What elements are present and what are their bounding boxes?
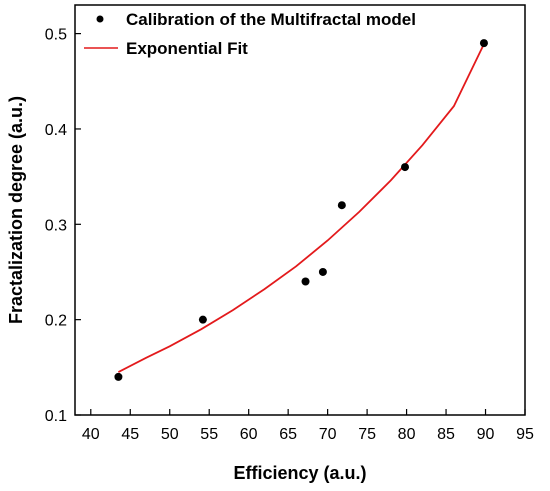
- exponential-fit-line: [117, 43, 485, 373]
- x-tick-label: 80: [398, 426, 416, 443]
- plot-frame: [74, 4, 526, 416]
- x-tick-label: 90: [477, 426, 495, 443]
- legend-label-scatter: Calibration of the Multifractal model: [126, 10, 416, 29]
- x-tick-label: 50: [161, 426, 179, 443]
- data-point: [318, 267, 327, 276]
- data-point: [479, 39, 488, 48]
- x-tick-label: 85: [437, 426, 455, 443]
- y-tick-label: 0.3: [45, 217, 67, 234]
- y-tick-label: 0.5: [45, 27, 67, 44]
- x-tick-label: 75: [358, 426, 376, 443]
- y-ticks: 0.1 0.2 0.3 0.4 0.5: [45, 27, 81, 425]
- data-point: [301, 277, 310, 286]
- legend: Calibration of the Multifractal model Ex…: [84, 10, 416, 58]
- x-tick-label: 45: [121, 426, 139, 443]
- x-tick-label: 40: [82, 426, 100, 443]
- data-point: [337, 201, 346, 210]
- points-layer: [114, 39, 488, 381]
- legend-label-fit: Exponential Fit: [126, 39, 248, 58]
- data-point: [114, 372, 123, 381]
- y-tick-label: 0.4: [45, 122, 67, 139]
- x-tick-label: 70: [319, 426, 337, 443]
- x-axis-title: Efficiency (a.u.): [233, 463, 366, 483]
- x-tick-label: 60: [240, 426, 258, 443]
- y-tick-label: 0.1: [45, 408, 67, 425]
- x-tick-label: 65: [279, 426, 297, 443]
- y-axis-title: Fractalization degree (a.u.): [6, 96, 26, 324]
- y-tick-label: 0.2: [45, 313, 67, 330]
- x-tick-label: 95: [516, 426, 534, 443]
- x-ticks: 40 45 50 55 60 65 70 75 80 85 90 95: [82, 409, 534, 443]
- fit-layer: [117, 43, 485, 373]
- x-tick-label: 55: [200, 426, 218, 443]
- data-point: [198, 315, 207, 324]
- legend-marker-scatter: [96, 15, 104, 23]
- data-point: [401, 163, 409, 172]
